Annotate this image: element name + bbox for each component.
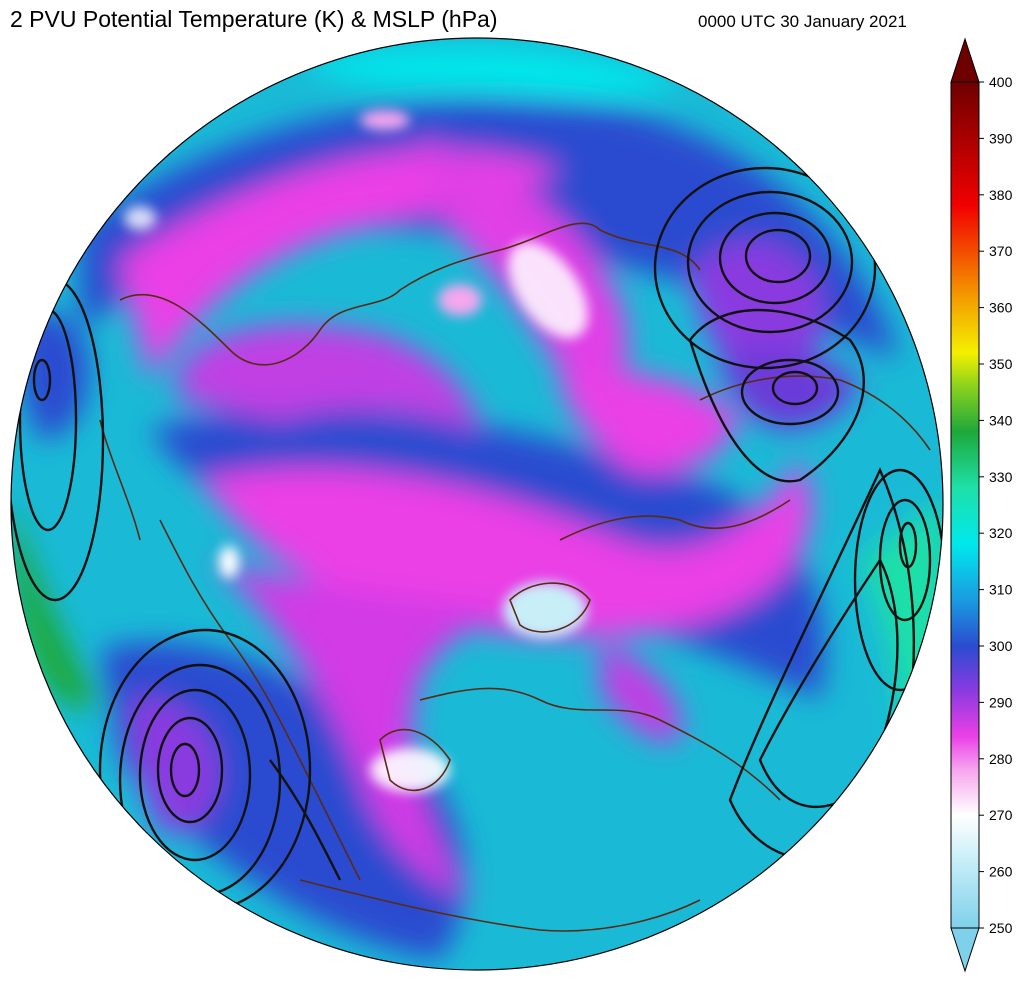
valid-time: 0000 UTC 30 January 2021 (698, 12, 907, 31)
mslp-contours (11, 166, 943, 912)
colorbar-tick-label: 390 (989, 130, 1013, 146)
colorbar-tick-label: 360 (989, 300, 1013, 316)
colorbar-ticks: 400 390 380 370 360 350 340 330 320 310 300 290 280 2… (979, 74, 1013, 936)
colorbar-gradient (950, 81, 980, 929)
colorbar: 400 390 380 370 360 350 340 330 320 310 300 290 280 2… (950, 37, 1013, 973)
colorbar-tick-label: 400 (989, 74, 1013, 90)
colorbar-under-triangle (950, 927, 980, 973)
globe-field (11, 38, 943, 970)
colorbar-tick-label: 310 (989, 582, 1013, 598)
colorbar-tick-label: 320 (989, 525, 1013, 541)
colorbar-tick-label: 250 (989, 920, 1013, 936)
map-title: 2 PVU Potential Temperature (K) & MSLP (… (10, 6, 498, 32)
map-plot (10, 37, 944, 971)
cold-pools-layer (124, 110, 588, 792)
colorbar-tick-label: 260 (989, 864, 1013, 880)
theta-field-layer (11, 46, 943, 970)
colorbar-tick-label: 300 (989, 638, 1013, 654)
colorbar-tick-label: 370 (989, 243, 1013, 259)
colorbar-over-triangle (950, 37, 980, 83)
colorbar-tick-label: 380 (989, 187, 1013, 203)
colorbar-tick-label: 290 (989, 694, 1013, 710)
coastlines (99, 222, 931, 932)
colorbar-tick-label: 280 (989, 751, 1013, 767)
colorbar-tick-label: 270 (989, 807, 1013, 823)
colorbar-tick-label: 350 (989, 356, 1013, 372)
globe-outline (10, 37, 944, 971)
colorbar-tick-label: 330 (989, 469, 1013, 485)
colorbar-tick-label: 340 (989, 412, 1013, 428)
